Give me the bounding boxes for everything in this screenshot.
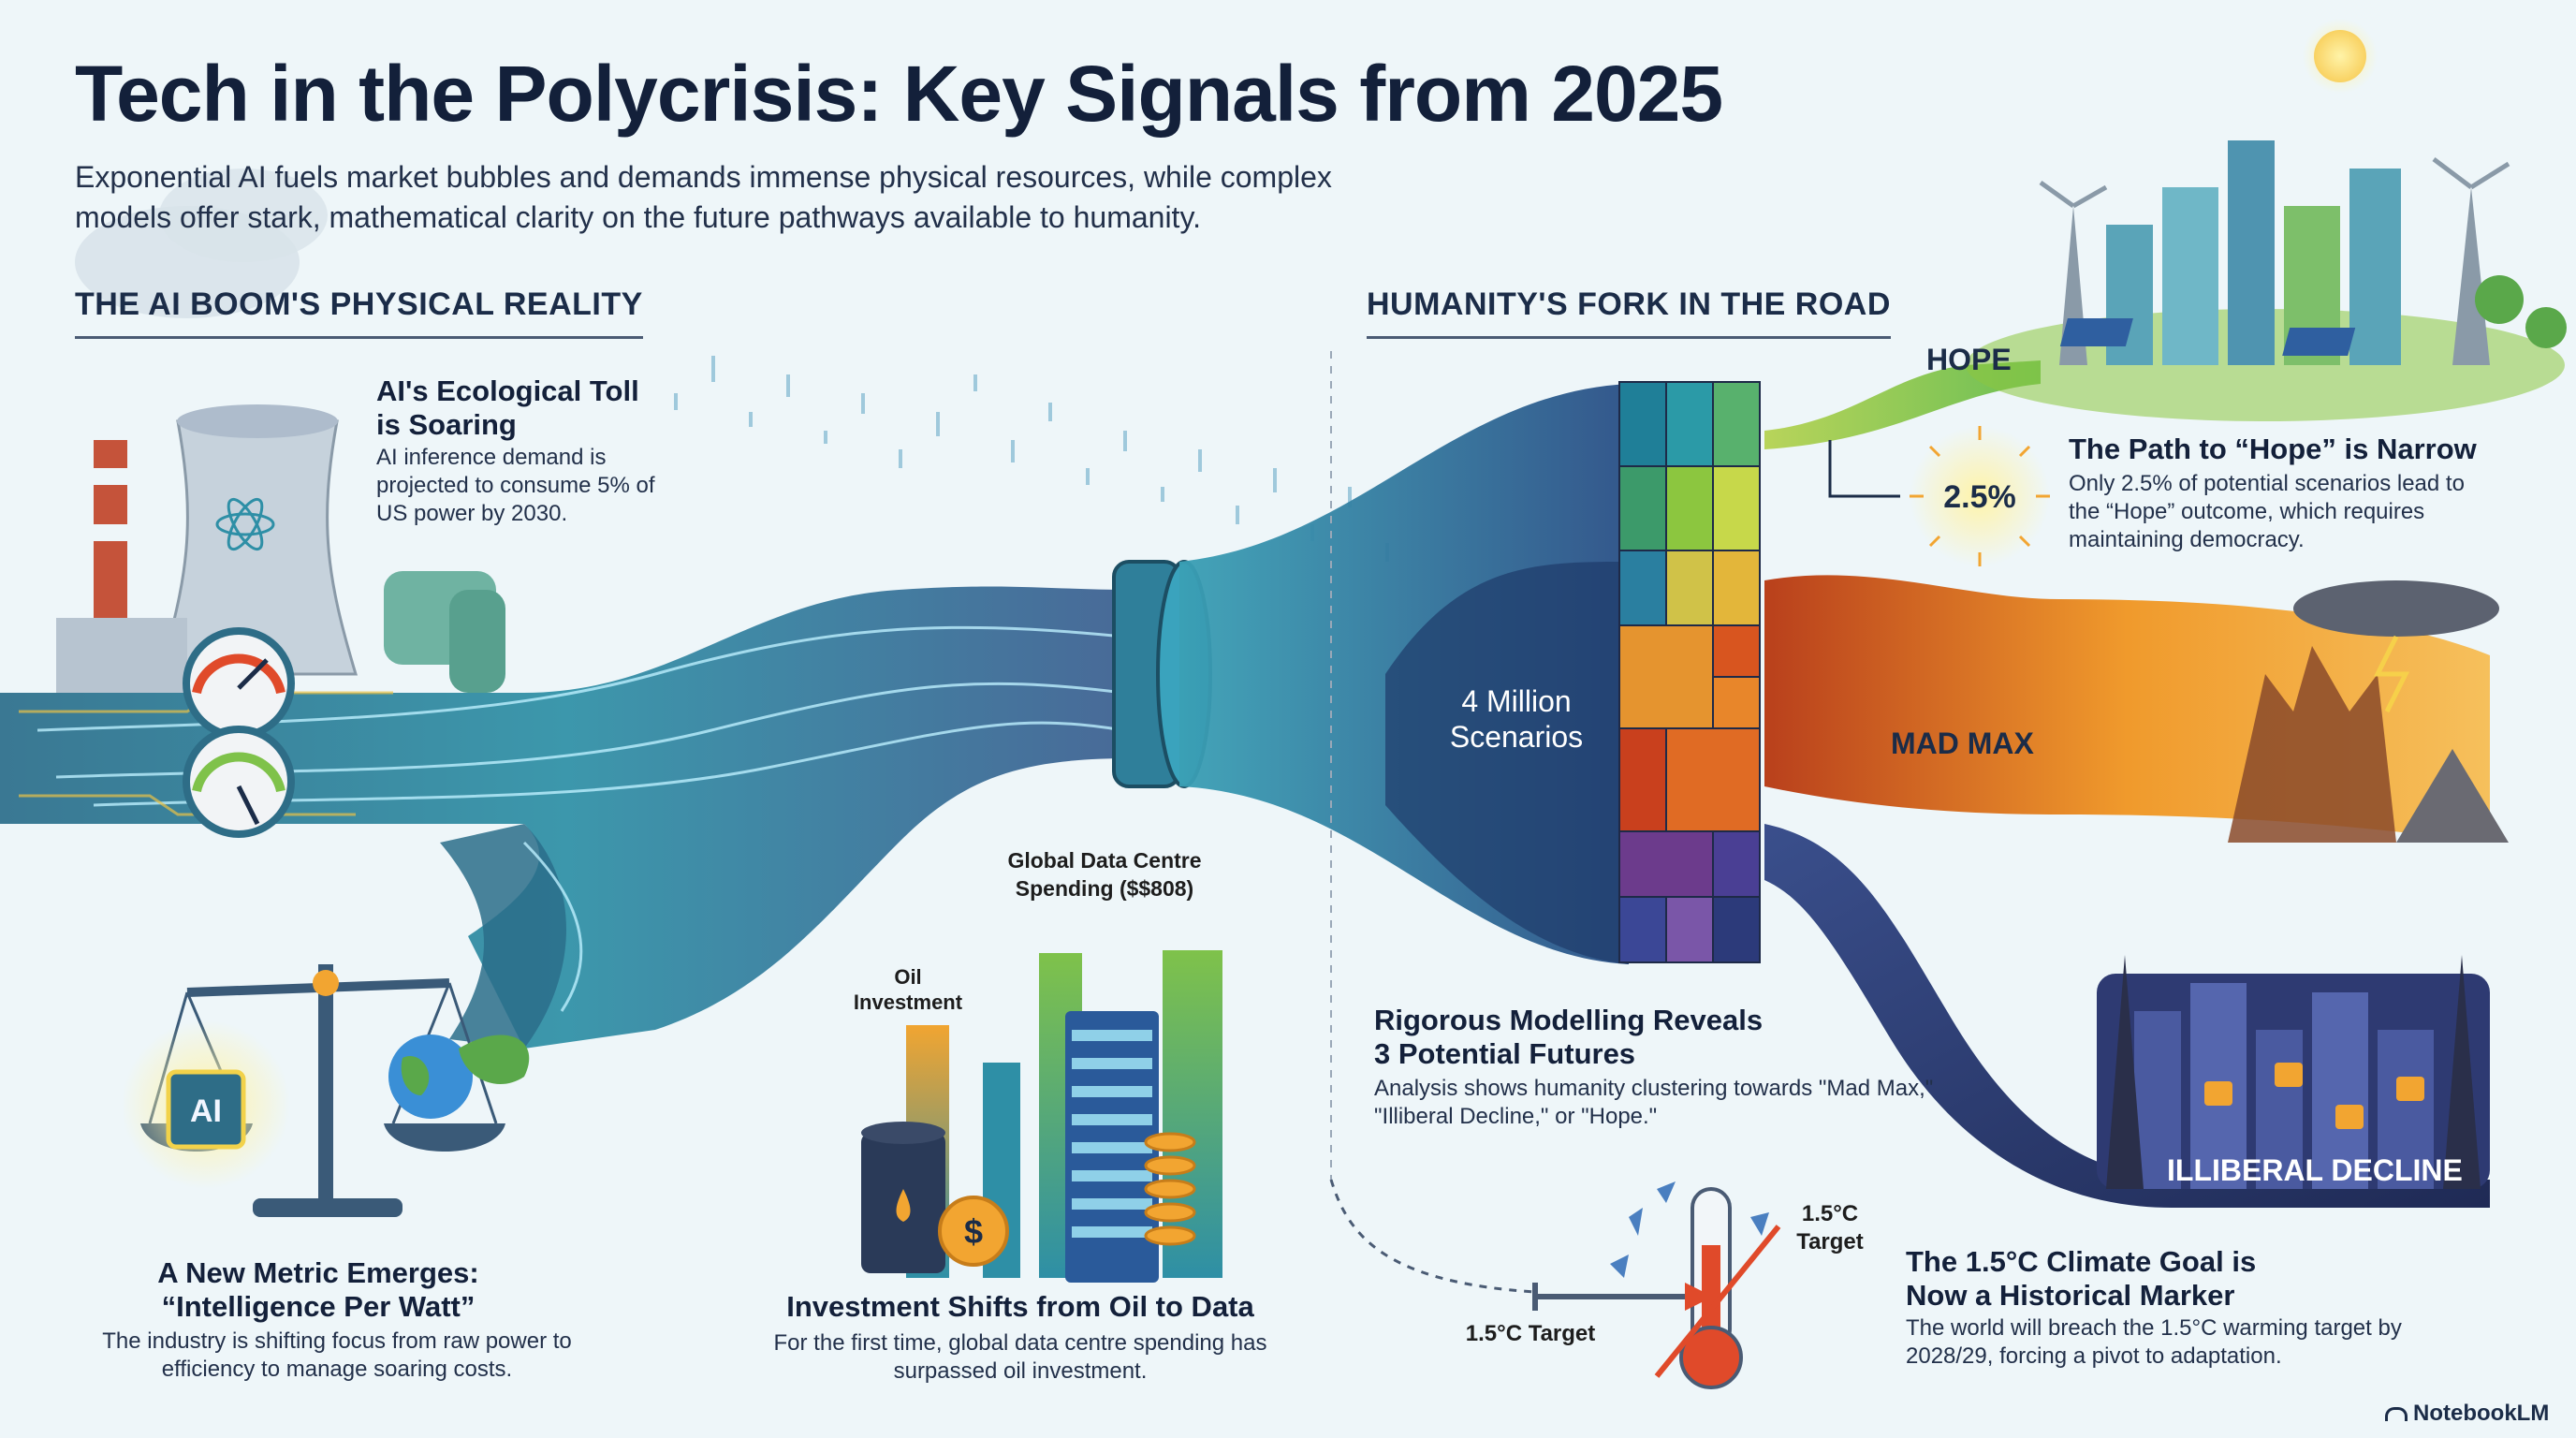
oil-investment-label: Oil Investment (853, 965, 963, 1014)
hope-label: HOPE (1926, 343, 2012, 376)
scenario-treemap (1618, 381, 1761, 963)
gauge-icon (183, 627, 295, 838)
scenario-count-label: 4 Million Scenarios (1449, 684, 1584, 754)
target-label-left: 1.5°C Target (1465, 1321, 1596, 1346)
dc-bar (1163, 950, 1222, 1278)
pipe-branch-down (440, 824, 566, 1049)
investment-body: For the first time, global data centre s… (773, 1330, 1267, 1384)
hope-path-body: Only 2.5% of potential scenarios lead to… (2069, 471, 2465, 552)
target-marker-icon (1532, 1283, 1713, 1311)
ecological-heading: AI's Ecological Toll is Soaring (376, 374, 639, 441)
brand-watermark: NotebookLM (2385, 1401, 2549, 1427)
hope-stat: 2.5% (1943, 479, 2016, 515)
power-plant-illustration (56, 169, 505, 693)
hope-city-illustration (1966, 30, 2567, 421)
lock-icon (2204, 1063, 2424, 1129)
metric-heading: A New Metric Emerges: “Intelligence Per … (157, 1256, 479, 1323)
atom-icon (215, 497, 275, 551)
breach-line (1654, 1225, 1781, 1378)
scenarios-body: Analysis shows humanity clustering towar… (1374, 1076, 1934, 1129)
section-heading-left: THE AI BOOM'S PHYSICAL REALITY (75, 286, 643, 339)
madmax-label: MAD MAX (1891, 726, 2034, 760)
hope-path-heading: The Path to “Hope” is Narrow (2069, 433, 2477, 465)
illiberal-pathway (1764, 824, 2490, 1208)
hope-pathway (1764, 360, 2041, 449)
sun-icon (2303, 19, 2378, 94)
data-centre-spending-label: Global Data Centre Spending ($$808) (1007, 848, 1202, 901)
climate-body: The world will breach the 1.5°C warming … (1906, 1315, 2402, 1369)
data-stream-dots (674, 356, 1389, 562)
earth-leaf-icon (388, 1034, 530, 1119)
shard-icon (1610, 1181, 1769, 1278)
hope-connector-line (1828, 440, 1900, 498)
illiberal-label: ILLIBERAL DECLINE (2167, 1153, 2463, 1187)
coin-icon: $ (938, 1132, 1196, 1267)
ai-chip-icon (166, 1069, 246, 1150)
svg-text:$: $ (964, 1212, 983, 1251)
section-heading-right: HUMANITY'S FORK IN THE ROAD (1367, 286, 1891, 339)
thermometer-icon (1679, 1187, 1743, 1389)
ecological-body: AI inference demand is projected to cons… (376, 445, 655, 526)
investment-chart: $ (861, 950, 1222, 1283)
server-stack-icon (1065, 1011, 1159, 1283)
notebooklm-logo-icon (2385, 1407, 2408, 1422)
investment-heading: Investment Shifts from Oil to Data (786, 1290, 1254, 1323)
climate-heading: The 1.5°C Climate Goal is Now a Historic… (1906, 1245, 2257, 1312)
target-label-right: 1.5°C Target (1796, 1201, 1864, 1255)
ai-chip-label: AI (190, 1093, 222, 1129)
climate-connector-line (1329, 1179, 1536, 1294)
oil-barrel-icon (861, 1122, 945, 1273)
funnel-dark-band (1385, 562, 1629, 964)
sunburst-icon (1910, 426, 2050, 566)
metric-body: The industry is shifting focus from raw … (102, 1328, 572, 1382)
page-subtitle: Exponential AI fuels market bubbles and … (75, 160, 1332, 234)
brand-label: NotebookLM (2413, 1401, 2550, 1426)
madmax-ruins-illustration (2228, 580, 2509, 843)
page-title: Tech in the Polycrisis: Key Signals from… (75, 50, 1723, 138)
scenarios-heading: Rigorous Modelling Reveals 3 Potential F… (1374, 1004, 1764, 1070)
